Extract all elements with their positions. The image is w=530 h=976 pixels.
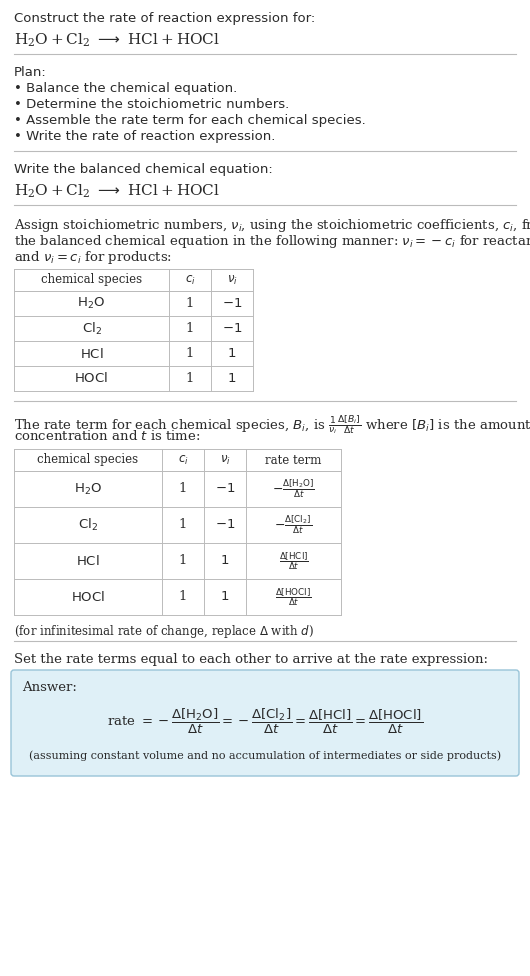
Text: • Write the rate of reaction expression.: • Write the rate of reaction expression. xyxy=(14,130,276,143)
Text: Assign stoichiometric numbers, $\nu_i$, using the stoichiometric coefficients, $: Assign stoichiometric numbers, $\nu_i$, … xyxy=(14,217,530,234)
Text: 1: 1 xyxy=(179,482,187,496)
Text: and $\nu_i = c_i$ for products:: and $\nu_i = c_i$ for products: xyxy=(14,249,172,266)
Text: Construct the rate of reaction expression for:: Construct the rate of reaction expressio… xyxy=(14,12,315,25)
Text: Plan:: Plan: xyxy=(14,66,47,79)
Text: $-1$: $-1$ xyxy=(222,322,242,335)
Text: Write the balanced chemical equation:: Write the balanced chemical equation: xyxy=(14,163,273,176)
Text: 1: 1 xyxy=(186,297,194,310)
Text: 1: 1 xyxy=(179,518,187,532)
Text: $\nu_i$: $\nu_i$ xyxy=(219,454,231,467)
Text: $\mathrm{HOCl}$: $\mathrm{HOCl}$ xyxy=(71,590,105,604)
Text: $\mathrm{Cl_2}$: $\mathrm{Cl_2}$ xyxy=(78,517,98,533)
Text: $\mathregular{H_2O + Cl_2}\ \longrightarrow\ \mathregular{HCl + HOCl}$: $\mathregular{H_2O + Cl_2}\ \longrightar… xyxy=(14,32,220,50)
Text: chemical species: chemical species xyxy=(38,454,138,467)
Text: $\frac{\Delta[\mathrm{HOCl}]}{\Delta t}$: $\frac{\Delta[\mathrm{HOCl}]}{\Delta t}$ xyxy=(275,586,312,608)
Text: $1$: $1$ xyxy=(220,554,229,567)
Text: chemical species: chemical species xyxy=(41,273,142,287)
Text: The rate term for each chemical species, $B_i$, is $\frac{1}{\nu_i}\frac{\Delta[: The rate term for each chemical species,… xyxy=(14,413,530,436)
Text: $-1$: $-1$ xyxy=(222,297,242,310)
Text: $\mathrm{H_2O}$: $\mathrm{H_2O}$ xyxy=(77,296,105,311)
Text: Answer:: Answer: xyxy=(22,681,77,694)
Text: $\mathrm{HCl}$: $\mathrm{HCl}$ xyxy=(80,346,103,360)
Text: $\mathrm{H_2O}$: $\mathrm{H_2O}$ xyxy=(74,481,102,497)
Text: the balanced chemical equation in the following manner: $\nu_i = -c_i$ for react: the balanced chemical equation in the fo… xyxy=(14,233,530,250)
Text: $-1$: $-1$ xyxy=(215,482,235,496)
Text: $1$: $1$ xyxy=(220,590,229,603)
Text: $\mathrm{HCl}$: $\mathrm{HCl}$ xyxy=(76,554,100,568)
Text: • Balance the chemical equation.: • Balance the chemical equation. xyxy=(14,82,237,95)
Text: (assuming constant volume and no accumulation of intermediates or side products): (assuming constant volume and no accumul… xyxy=(29,751,501,761)
Text: rate term: rate term xyxy=(266,454,322,467)
Text: $1$: $1$ xyxy=(227,347,236,360)
Text: 1: 1 xyxy=(186,372,194,385)
Text: 1: 1 xyxy=(179,554,187,567)
Text: • Assemble the rate term for each chemical species.: • Assemble the rate term for each chemic… xyxy=(14,114,366,127)
Text: $\nu_i$: $\nu_i$ xyxy=(227,273,237,287)
Text: $\mathrm{HOCl}$: $\mathrm{HOCl}$ xyxy=(74,372,109,386)
Text: $-\frac{\Delta[\mathrm{H_2O}]}{\Delta t}$: $-\frac{\Delta[\mathrm{H_2O}]}{\Delta t}… xyxy=(272,477,315,501)
Text: (for infinitesimal rate of change, replace $\Delta$ with $d$): (for infinitesimal rate of change, repla… xyxy=(14,623,314,640)
Text: $\mathregular{H_2O + Cl_2}\ \longrightarrow\ \mathregular{HCl + HOCl}$: $\mathregular{H_2O + Cl_2}\ \longrightar… xyxy=(14,183,220,200)
Text: 1: 1 xyxy=(179,590,187,603)
Text: 1: 1 xyxy=(186,322,194,335)
Text: concentration and $t$ is time:: concentration and $t$ is time: xyxy=(14,429,200,443)
Text: $-\frac{\Delta[\mathrm{Cl_2}]}{\Delta t}$: $-\frac{\Delta[\mathrm{Cl_2}]}{\Delta t}… xyxy=(275,513,313,537)
Text: $-1$: $-1$ xyxy=(215,518,235,532)
Text: • Determine the stoichiometric numbers.: • Determine the stoichiometric numbers. xyxy=(14,98,289,111)
FancyBboxPatch shape xyxy=(11,670,519,776)
Text: $c_i$: $c_i$ xyxy=(178,454,188,467)
Text: $\mathrm{Cl_2}$: $\mathrm{Cl_2}$ xyxy=(82,320,101,337)
Text: rate $= -\dfrac{\Delta[\mathrm{H_2O}]}{\Delta t} = -\dfrac{\Delta[\mathrm{Cl_2}]: rate $= -\dfrac{\Delta[\mathrm{H_2O}]}{\… xyxy=(107,707,423,736)
Text: $c_i$: $c_i$ xyxy=(184,273,196,287)
Text: $1$: $1$ xyxy=(227,372,236,385)
Text: Set the rate terms equal to each other to arrive at the rate expression:: Set the rate terms equal to each other t… xyxy=(14,653,488,666)
Text: 1: 1 xyxy=(186,347,194,360)
Text: $\frac{\Delta[\mathrm{HCl}]}{\Delta t}$: $\frac{\Delta[\mathrm{HCl}]}{\Delta t}$ xyxy=(279,550,308,572)
